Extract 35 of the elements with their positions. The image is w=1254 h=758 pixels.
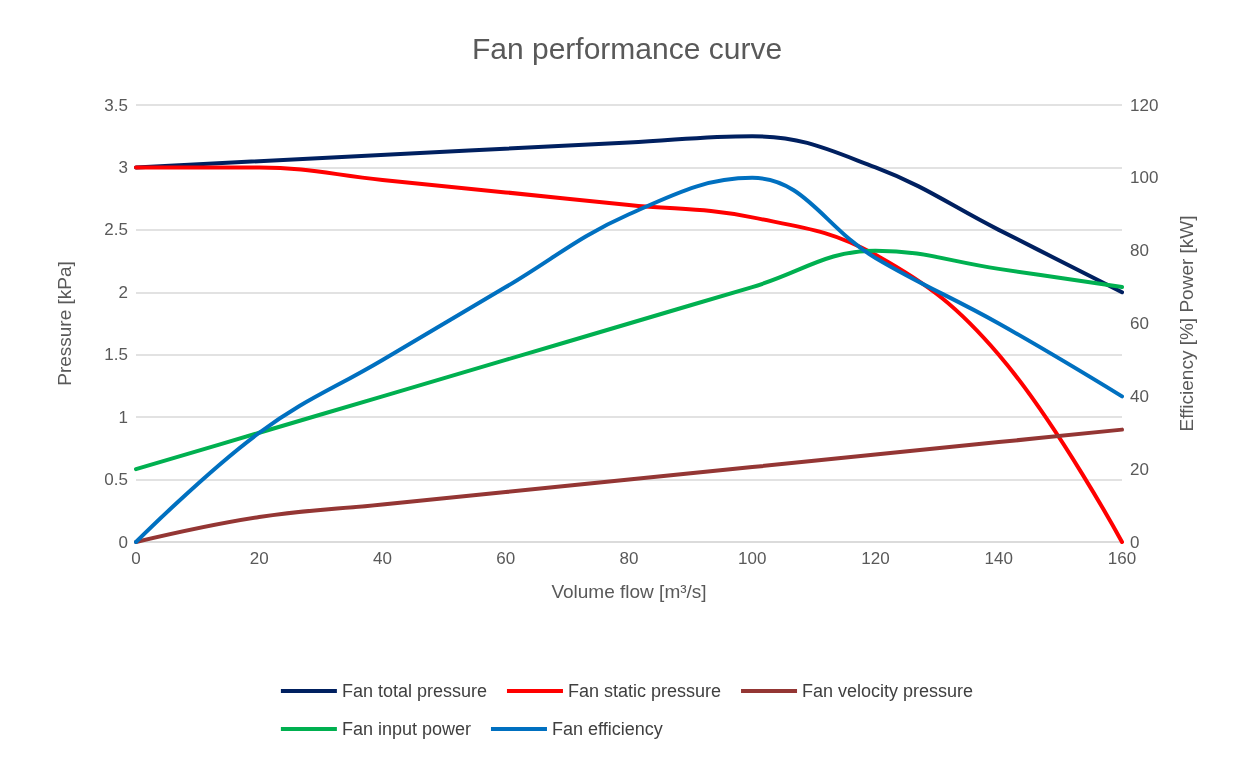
legend-label: Fan efficiency [551, 719, 663, 739]
y-tick-label: 0 [118, 532, 128, 552]
y2-tick-label: 0 [1130, 532, 1140, 552]
y-tick-label: 1.5 [104, 345, 128, 365]
x-axis-title: Volume flow [m³/s] [551, 581, 707, 602]
x-tick-label: 80 [619, 549, 639, 568]
y2-tick-label: 80 [1130, 241, 1149, 261]
y-tick-label: 2 [118, 282, 128, 302]
x-tick-label: 100 [738, 549, 767, 568]
x-tick-label: 0 [131, 549, 141, 568]
x-tick-label: 160 [1107, 549, 1137, 568]
legend-label: Fan velocity pressure [802, 681, 974, 701]
y2-tick-label: 120 [1130, 95, 1159, 115]
y2-tick-label: 100 [1130, 168, 1159, 188]
legend-label: Fan input power [341, 719, 471, 739]
x-tick-label: 60 [496, 549, 516, 568]
x-tick-label: 20 [249, 549, 269, 568]
y-axis-title: Pressure [kPa] [54, 261, 75, 386]
y2-tick-label: 60 [1130, 314, 1149, 333]
x-tick-label: 140 [984, 549, 1013, 568]
x-tick-label: 120 [861, 549, 890, 568]
y-tick-label: 2.5 [104, 220, 128, 240]
y2-tick-label: 20 [1130, 459, 1149, 479]
legend-label: Fan total pressure [341, 681, 487, 701]
y-tick-label: 3 [118, 157, 128, 177]
y2-tick-label: 40 [1130, 386, 1149, 406]
y2-axis-title: Efficiency [%] Power [kW] [1176, 215, 1197, 432]
y-tick-label: 1 [118, 407, 128, 427]
y-tick-label: 0.5 [104, 470, 128, 490]
chart-title: Fan performance curve [471, 31, 783, 65]
legend-label: Fan static pressure [567, 681, 722, 701]
y-tick-label: 3.5 [104, 95, 128, 115]
x-tick-label: 40 [373, 549, 392, 568]
line-series [134, 427, 1124, 544]
line-series [134, 248, 1124, 472]
